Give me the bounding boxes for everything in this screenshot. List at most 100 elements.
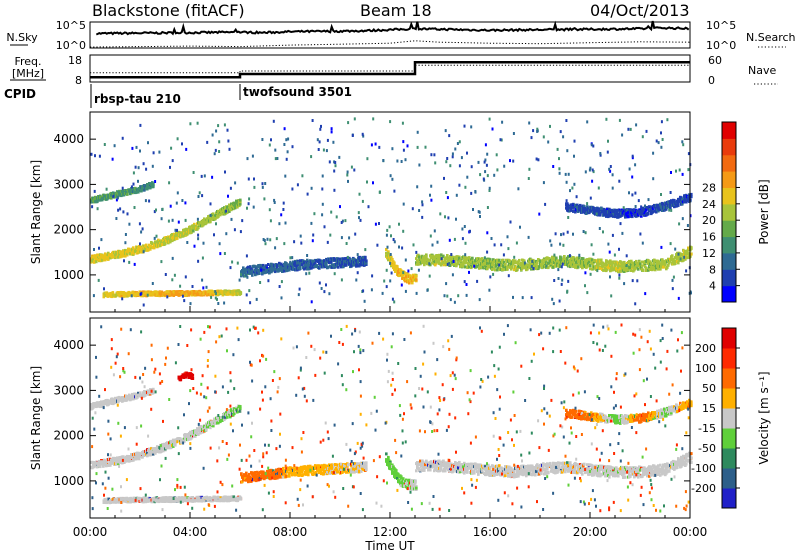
rti-scatter-cell	[565, 119, 568, 122]
rti-scatter-cell	[633, 208, 636, 212]
rti-scatter-cell	[139, 123, 142, 127]
rti-cell-band-5	[598, 261, 601, 265]
rti-cell-band-5	[503, 268, 506, 272]
rti-scatter-cell	[358, 216, 360, 220]
rti-scatter-cell	[562, 243, 565, 247]
rti-scatter-cell	[224, 170, 226, 174]
rti-scatter-cell	[415, 291, 418, 295]
rti-scatter-cell	[247, 202, 250, 206]
rti-cell-band-6	[614, 215, 617, 219]
rti-scatter-cell	[376, 243, 379, 247]
rti-scatter-cell	[647, 198, 650, 202]
rti-cell-band-0	[209, 220, 212, 224]
rti-scatter-cell	[245, 293, 248, 297]
rti-scatter-cell	[280, 296, 283, 300]
rti-scatter-cell	[167, 219, 170, 223]
rti-scatter-cell	[273, 198, 276, 202]
rti-scatter-cell	[629, 127, 632, 131]
rti-cell-band-5	[485, 265, 488, 269]
rti-cell-band-0	[131, 248, 134, 252]
rti-scatter-cell	[469, 229, 471, 233]
rti-cell-band-5	[651, 263, 654, 267]
rti-scatter-cell	[214, 296, 217, 300]
rti-cell-band-5	[609, 259, 612, 263]
rti-cell-band-5	[424, 256, 427, 260]
rti-cell-band-3	[243, 268, 246, 272]
rti-scatter-cell	[430, 184, 433, 188]
rti-scatter-cell	[456, 142, 459, 145]
rti-scatter-cell	[599, 152, 602, 155]
nave-tick-top: 60	[708, 54, 722, 67]
rti-scatter-cell	[634, 163, 637, 167]
rti-scatter-cell	[592, 170, 595, 174]
rti-cell-band-5	[586, 265, 589, 269]
rti-cell-band-5	[422, 256, 425, 260]
rti-cell-band-5	[582, 257, 585, 261]
rti-cell-band-0	[189, 226, 192, 230]
rti-cell-band-3	[251, 269, 254, 273]
rti-cell-band-6	[606, 208, 609, 212]
rti-cell-band-5	[563, 257, 566, 261]
rti-cell-band-5	[686, 256, 689, 260]
rti-scatter-cell	[417, 268, 420, 272]
rti-scatter-cell	[301, 174, 304, 178]
rti-scatter-cell	[550, 243, 553, 247]
rti-cell-band-0	[171, 239, 174, 243]
rti-cell-band-3	[296, 268, 299, 272]
rti-cell-band-5	[572, 260, 575, 264]
rti-scatter-cell	[557, 268, 560, 272]
rti-scatter-cell	[320, 287, 323, 290]
rti-cell-band-3	[261, 270, 264, 274]
rti-scatter-cell	[338, 155, 341, 159]
rti-scatter-cell	[261, 182, 264, 186]
rti-scatter-cell	[458, 183, 461, 187]
rti-cell-band-3	[251, 271, 254, 275]
rti-cell-band-5	[464, 265, 467, 269]
rti-scatter-cell	[346, 255, 349, 259]
rti-scatter-cell	[536, 129, 539, 133]
rti-cell-band-5	[451, 262, 454, 266]
rti-cell-band-5	[457, 262, 460, 266]
rti-scatter-cell	[678, 222, 681, 226]
rti-cell-band-0	[91, 466, 94, 470]
rti-cell-band-5	[438, 253, 441, 257]
rti-cell-band-5	[659, 267, 662, 271]
rti-cell-band-1	[185, 293, 189, 297]
rti-scatter-cell	[213, 152, 216, 156]
rti-cell-band-3	[365, 259, 368, 263]
rti-scatter-cell	[291, 145, 294, 149]
rti-cell-band-6	[640, 214, 643, 218]
rti-cell-band-5	[595, 264, 598, 268]
rti-scatter-cell	[261, 138, 264, 141]
rti-scatter-cell	[611, 173, 614, 177]
rti-cell-band-4	[400, 271, 403, 275]
rti-cell-band-5	[672, 257, 675, 261]
rti-scatter-cell	[169, 204, 172, 208]
beam-title: Beam 18	[360, 1, 432, 20]
rti-scatter-cell	[97, 278, 100, 282]
rti-scatter-cell	[210, 295, 213, 299]
rti-scatter-cell	[274, 246, 277, 250]
rti-scatter-cell	[390, 234, 392, 238]
rti-scatter-cell	[404, 158, 407, 162]
rti-scatter-cell	[355, 278, 358, 282]
rti-cell-band-5	[606, 260, 609, 264]
rti-cell-band-4	[398, 272, 401, 275]
rti-cell-band-3	[355, 259, 358, 263]
rti-cell-band-5	[647, 268, 650, 272]
rti-scatter-cell	[686, 224, 689, 227]
rti-cell-band-3	[319, 259, 322, 263]
rti-cell-band-4	[391, 258, 394, 262]
rti-cell-band-5	[655, 266, 658, 270]
rti-cell-band-5	[494, 268, 497, 272]
rti-cell-band-5	[556, 259, 559, 263]
rti-scatter-cell	[253, 185, 256, 189]
rti-scatter-cell	[289, 256, 292, 260]
rti-scatter-cell	[176, 191, 179, 195]
rti-scatter-cell	[681, 217, 684, 221]
rti-cell-band-0	[195, 225, 198, 228]
rti-cell-band-5	[514, 259, 517, 263]
rti-cell-band-6	[656, 203, 659, 207]
rti-cell-band-6	[643, 208, 646, 211]
